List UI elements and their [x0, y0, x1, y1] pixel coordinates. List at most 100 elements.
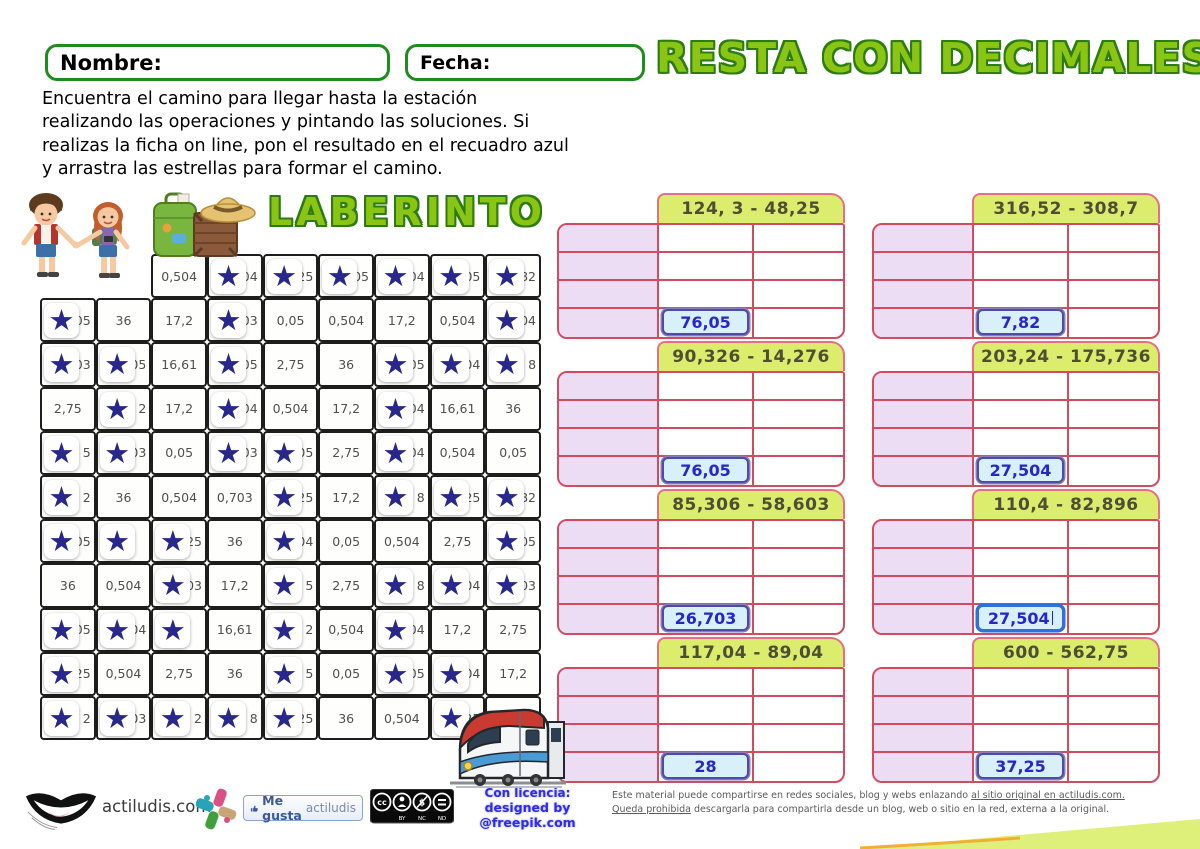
work-cell[interactable] [1069, 521, 1158, 547]
star-icon[interactable]: ★ [155, 524, 191, 560]
maze-cell[interactable]: 36 [207, 651, 263, 696]
maze-cell[interactable]: 0,504 [429, 298, 486, 343]
work-cell[interactable] [659, 281, 754, 307]
work-cell[interactable] [1069, 429, 1158, 455]
answer-input[interactable]: 27,504 [977, 457, 1064, 483]
work-cell[interactable] [974, 225, 1069, 251]
maze-cell[interactable]: ★ 8 [374, 475, 430, 520]
maze-cell[interactable]: ★ 2 [151, 696, 207, 741]
maze-cell[interactable]: ★504 [485, 298, 542, 343]
work-cell[interactable] [754, 225, 843, 251]
work-cell[interactable] [874, 401, 974, 427]
star-icon[interactable]: ★ [489, 480, 525, 515]
star-icon[interactable]: ★ [211, 347, 246, 383]
work-cell[interactable] [659, 577, 754, 603]
work-cell[interactable] [659, 373, 754, 399]
fecha-field[interactable]: Fecha: [405, 44, 645, 81]
maze-cell[interactable]: ★ [151, 607, 207, 652]
star-icon[interactable]: ★ [266, 612, 302, 648]
work-cell[interactable] [1069, 753, 1158, 781]
maze-cell[interactable]: 16,61 [151, 342, 207, 387]
nombre-field[interactable]: Nombre: [45, 44, 390, 81]
maze-cell[interactable]: 0,504 [95, 651, 152, 696]
maze-cell[interactable]: 17,2 [485, 651, 542, 696]
star-icon[interactable]: ★ [99, 524, 135, 560]
answer-input[interactable]: 26,703 [662, 605, 749, 631]
maze-cell[interactable]: 17,2 [429, 607, 486, 652]
star-icon[interactable]: ★ [44, 656, 79, 692]
maze-cell[interactable]: 0,05 [318, 651, 374, 696]
work-cell[interactable] [1069, 725, 1158, 751]
work-cell[interactable] [559, 401, 659, 427]
maze-cell[interactable]: ★ 04 [262, 519, 319, 564]
work-cell[interactable] [874, 457, 974, 485]
work-cell[interactable] [559, 669, 659, 695]
star-icon[interactable]: ★ [99, 391, 135, 427]
star-icon[interactable]: ★ [155, 701, 191, 736]
maze-cell[interactable]: ★25 [262, 475, 319, 520]
maze-cell[interactable]: ★ 04 [429, 651, 486, 696]
maze-cell[interactable]: ★ 03 [151, 563, 207, 608]
maze-cell[interactable]: 2,75 [485, 607, 542, 652]
maze-cell[interactable]: ★25 [151, 519, 207, 564]
work-cell[interactable] [559, 253, 659, 279]
maze-cell[interactable]: 17,2 [318, 475, 374, 520]
work-cell[interactable] [559, 725, 659, 751]
maze-cell[interactable]: ★25 [262, 254, 319, 299]
maze-cell[interactable]: ★ 2 [262, 607, 319, 652]
maze-cell[interactable]: 0,05 [151, 430, 207, 475]
maze-cell[interactable]: ★ 05 [207, 342, 263, 387]
maze-cell[interactable]: ★504 [374, 607, 430, 652]
work-cell[interactable] [659, 725, 754, 751]
work-cell[interactable]: 28 [659, 753, 754, 781]
work-cell[interactable] [754, 457, 843, 485]
maze-cell[interactable]: ★504 [429, 342, 486, 387]
maze-cell[interactable]: ★25 [40, 651, 96, 696]
work-cell[interactable] [754, 373, 843, 399]
work-cell[interactable]: 76,05 [659, 309, 754, 337]
work-cell[interactable] [754, 697, 843, 723]
work-cell[interactable] [659, 521, 754, 547]
maze-cell[interactable]: ★ 82 [485, 475, 542, 520]
maze-cell[interactable]: ★504 [207, 254, 263, 299]
maze-cell[interactable]: 36 [40, 563, 96, 608]
maze-cell[interactable]: ★ 04 [95, 607, 152, 652]
star-icon[interactable]: ★ [44, 612, 79, 648]
work-cell[interactable] [1069, 225, 1158, 251]
maze-cell[interactable]: 0,504 [318, 298, 374, 343]
maze-cell[interactable]: ★ ,05 [374, 342, 430, 387]
star-icon[interactable]: ★ [44, 347, 79, 383]
star-icon[interactable]: ★ [211, 435, 246, 471]
maze-cell[interactable]: ★ 8 [207, 696, 263, 741]
work-cell[interactable] [659, 225, 754, 251]
star-icon[interactable]: ★ [266, 480, 302, 515]
maze-cell[interactable]: 36 [207, 519, 263, 564]
work-cell[interactable] [659, 429, 754, 455]
work-cell[interactable] [1069, 401, 1158, 427]
answer-input[interactable]: 7,82 [977, 309, 1064, 335]
star-icon[interactable]: ★ [99, 701, 135, 736]
work-cell[interactable] [874, 309, 974, 337]
like-button[interactable]: Me gusta actiludis [243, 793, 363, 823]
work-cell[interactable] [874, 549, 974, 575]
star-icon[interactable]: ★ [155, 568, 191, 604]
work-cell[interactable] [1069, 457, 1158, 485]
star-icon[interactable]: ★ [433, 259, 469, 294]
work-cell[interactable] [974, 373, 1069, 399]
maze-cell[interactable]: 0,504 [95, 563, 152, 608]
maze-cell[interactable]: 0,05 [485, 430, 542, 475]
star-icon[interactable]: ★ [378, 568, 414, 604]
maze-cell[interactable]: 17,2 [151, 298, 207, 343]
maze-cell[interactable]: 2,75 [318, 430, 374, 475]
maze-cell[interactable]: 2,75 [262, 342, 319, 387]
star-icon[interactable]: ★ [378, 656, 414, 692]
maze-cell[interactable]: 36 [95, 298, 152, 343]
work-cell[interactable] [974, 281, 1069, 307]
maze-cell[interactable]: ★ 5 [262, 651, 319, 696]
maze-cell[interactable]: ★ 8 [374, 563, 430, 608]
maze-cell[interactable]: 17,2 [151, 386, 207, 431]
work-cell[interactable]: 7,82 [974, 309, 1069, 337]
work-cell[interactable] [874, 753, 974, 781]
maze-cell[interactable]: ★ 8 [485, 342, 542, 387]
work-cell[interactable] [874, 253, 974, 279]
